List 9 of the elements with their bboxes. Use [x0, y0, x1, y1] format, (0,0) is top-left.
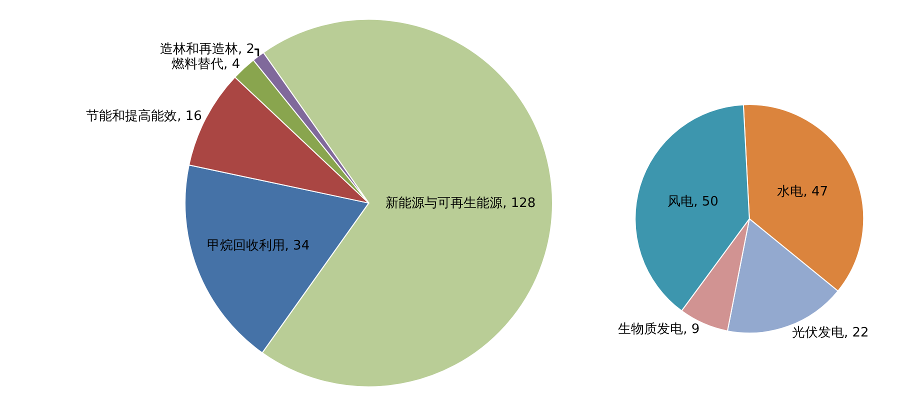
slice-label: 新能源与可再生能源, 128	[386, 196, 536, 211]
slice-label: 节能和提高能效, 16	[86, 108, 202, 124]
slice-label: 风电, 50	[668, 194, 718, 210]
slice-label: 燃料替代, 4	[172, 56, 240, 72]
slice-label: 甲烷回收利用, 34	[206, 238, 310, 254]
slice-label: 光伏发电, 22	[792, 325, 869, 340]
slice-label: 生物质发电, 9	[618, 322, 700, 338]
slice-label: 造林和再造林, 2	[160, 42, 255, 57]
slice-label: 水电, 47	[777, 184, 828, 200]
